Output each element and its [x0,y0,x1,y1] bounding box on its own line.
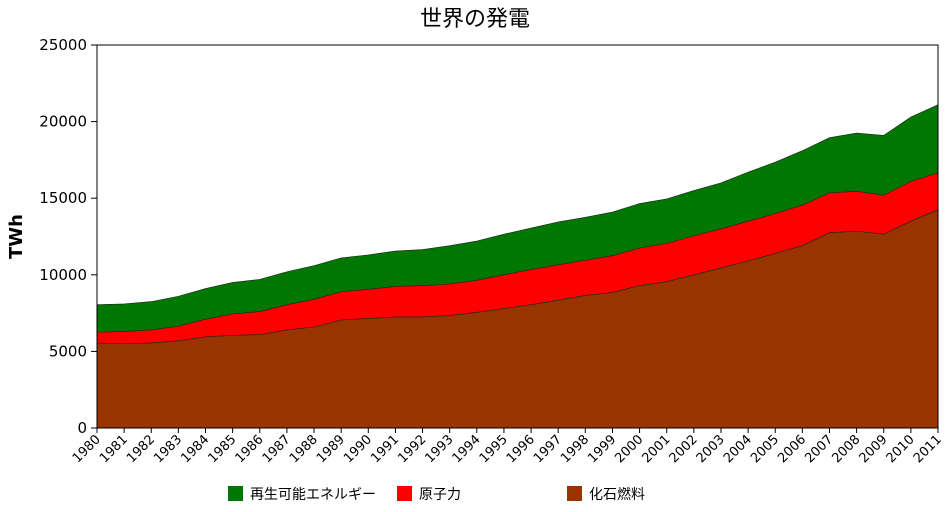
x-tick-label-12: 1992 [395,432,429,466]
x-tick-label-16: 1996 [504,432,538,466]
x-tick-label-7: 1987 [260,432,294,466]
legend-label-0: 再生可能エネルギー [250,487,376,503]
legend-swatch-0 [228,486,243,501]
x-tick-label-19: 1999 [585,432,619,466]
legend-swatch-2 [567,486,582,501]
y-ticks: 0 5000 10000 15000 20000 25000 [39,36,97,437]
legend-label-1: 原子力 [419,487,461,503]
y-tick-label-1: 5000 [49,342,87,360]
x-tick-label-29: 2009 [857,432,891,466]
x-tick-label-4: 1984 [178,432,212,466]
y-tick-label-3: 15000 [39,189,87,207]
x-tick-label-23: 2003 [694,432,728,466]
x-ticks: 1980198119821983198419851986198719881989… [70,428,945,466]
x-tick-label-15: 1995 [477,432,511,466]
x-tick-label-8: 1988 [287,432,321,466]
x-tick-label-6: 1986 [233,432,267,466]
x-tick-label-25: 2005 [748,432,782,466]
chart-title: 世界の発電 [420,7,530,32]
x-tick-label-1: 1981 [97,432,131,466]
x-tick-label-30: 2010 [884,432,918,466]
x-tick-label-9: 1989 [314,432,348,466]
x-tick-label-13: 1993 [422,432,456,466]
y-tick-label-5: 25000 [39,36,87,54]
x-tick-label-10: 1990 [341,432,375,466]
x-tick-label-5: 1985 [205,432,239,466]
x-tick-label-20: 2000 [612,432,646,466]
y-axis-label: TWh [6,214,27,259]
x-tick-label-21: 2001 [640,432,674,466]
x-tick-label-27: 2007 [802,432,836,466]
legend-swatch-1 [397,486,412,501]
x-tick-label-31: 2011 [911,432,945,466]
x-tick-label-22: 2002 [667,432,701,466]
series-areas [96,104,939,429]
x-tick-label-11: 1991 [368,432,402,466]
x-tick-label-18: 1998 [558,432,592,466]
y-tick-label-0: 0 [77,419,87,437]
x-tick-label-24: 2004 [721,432,755,466]
x-tick-label-0: 1980 [70,432,104,466]
y-tick-label-2: 10000 [39,266,87,284]
x-tick-label-3: 1983 [151,432,185,466]
legend: 再生可能エネルギー 原子力 化石燃料 [228,486,645,503]
legend-label-2: 化石燃料 [589,486,645,503]
x-tick-label-28: 2008 [829,432,863,466]
x-tick-label-26: 2006 [775,432,809,466]
x-tick-label-17: 1997 [531,432,565,466]
y-tick-label-4: 20000 [39,113,87,131]
plot-frame [96,44,939,429]
axes [96,44,939,429]
x-tick-label-14: 1994 [450,432,484,466]
x-tick-label-2: 1982 [124,432,158,466]
